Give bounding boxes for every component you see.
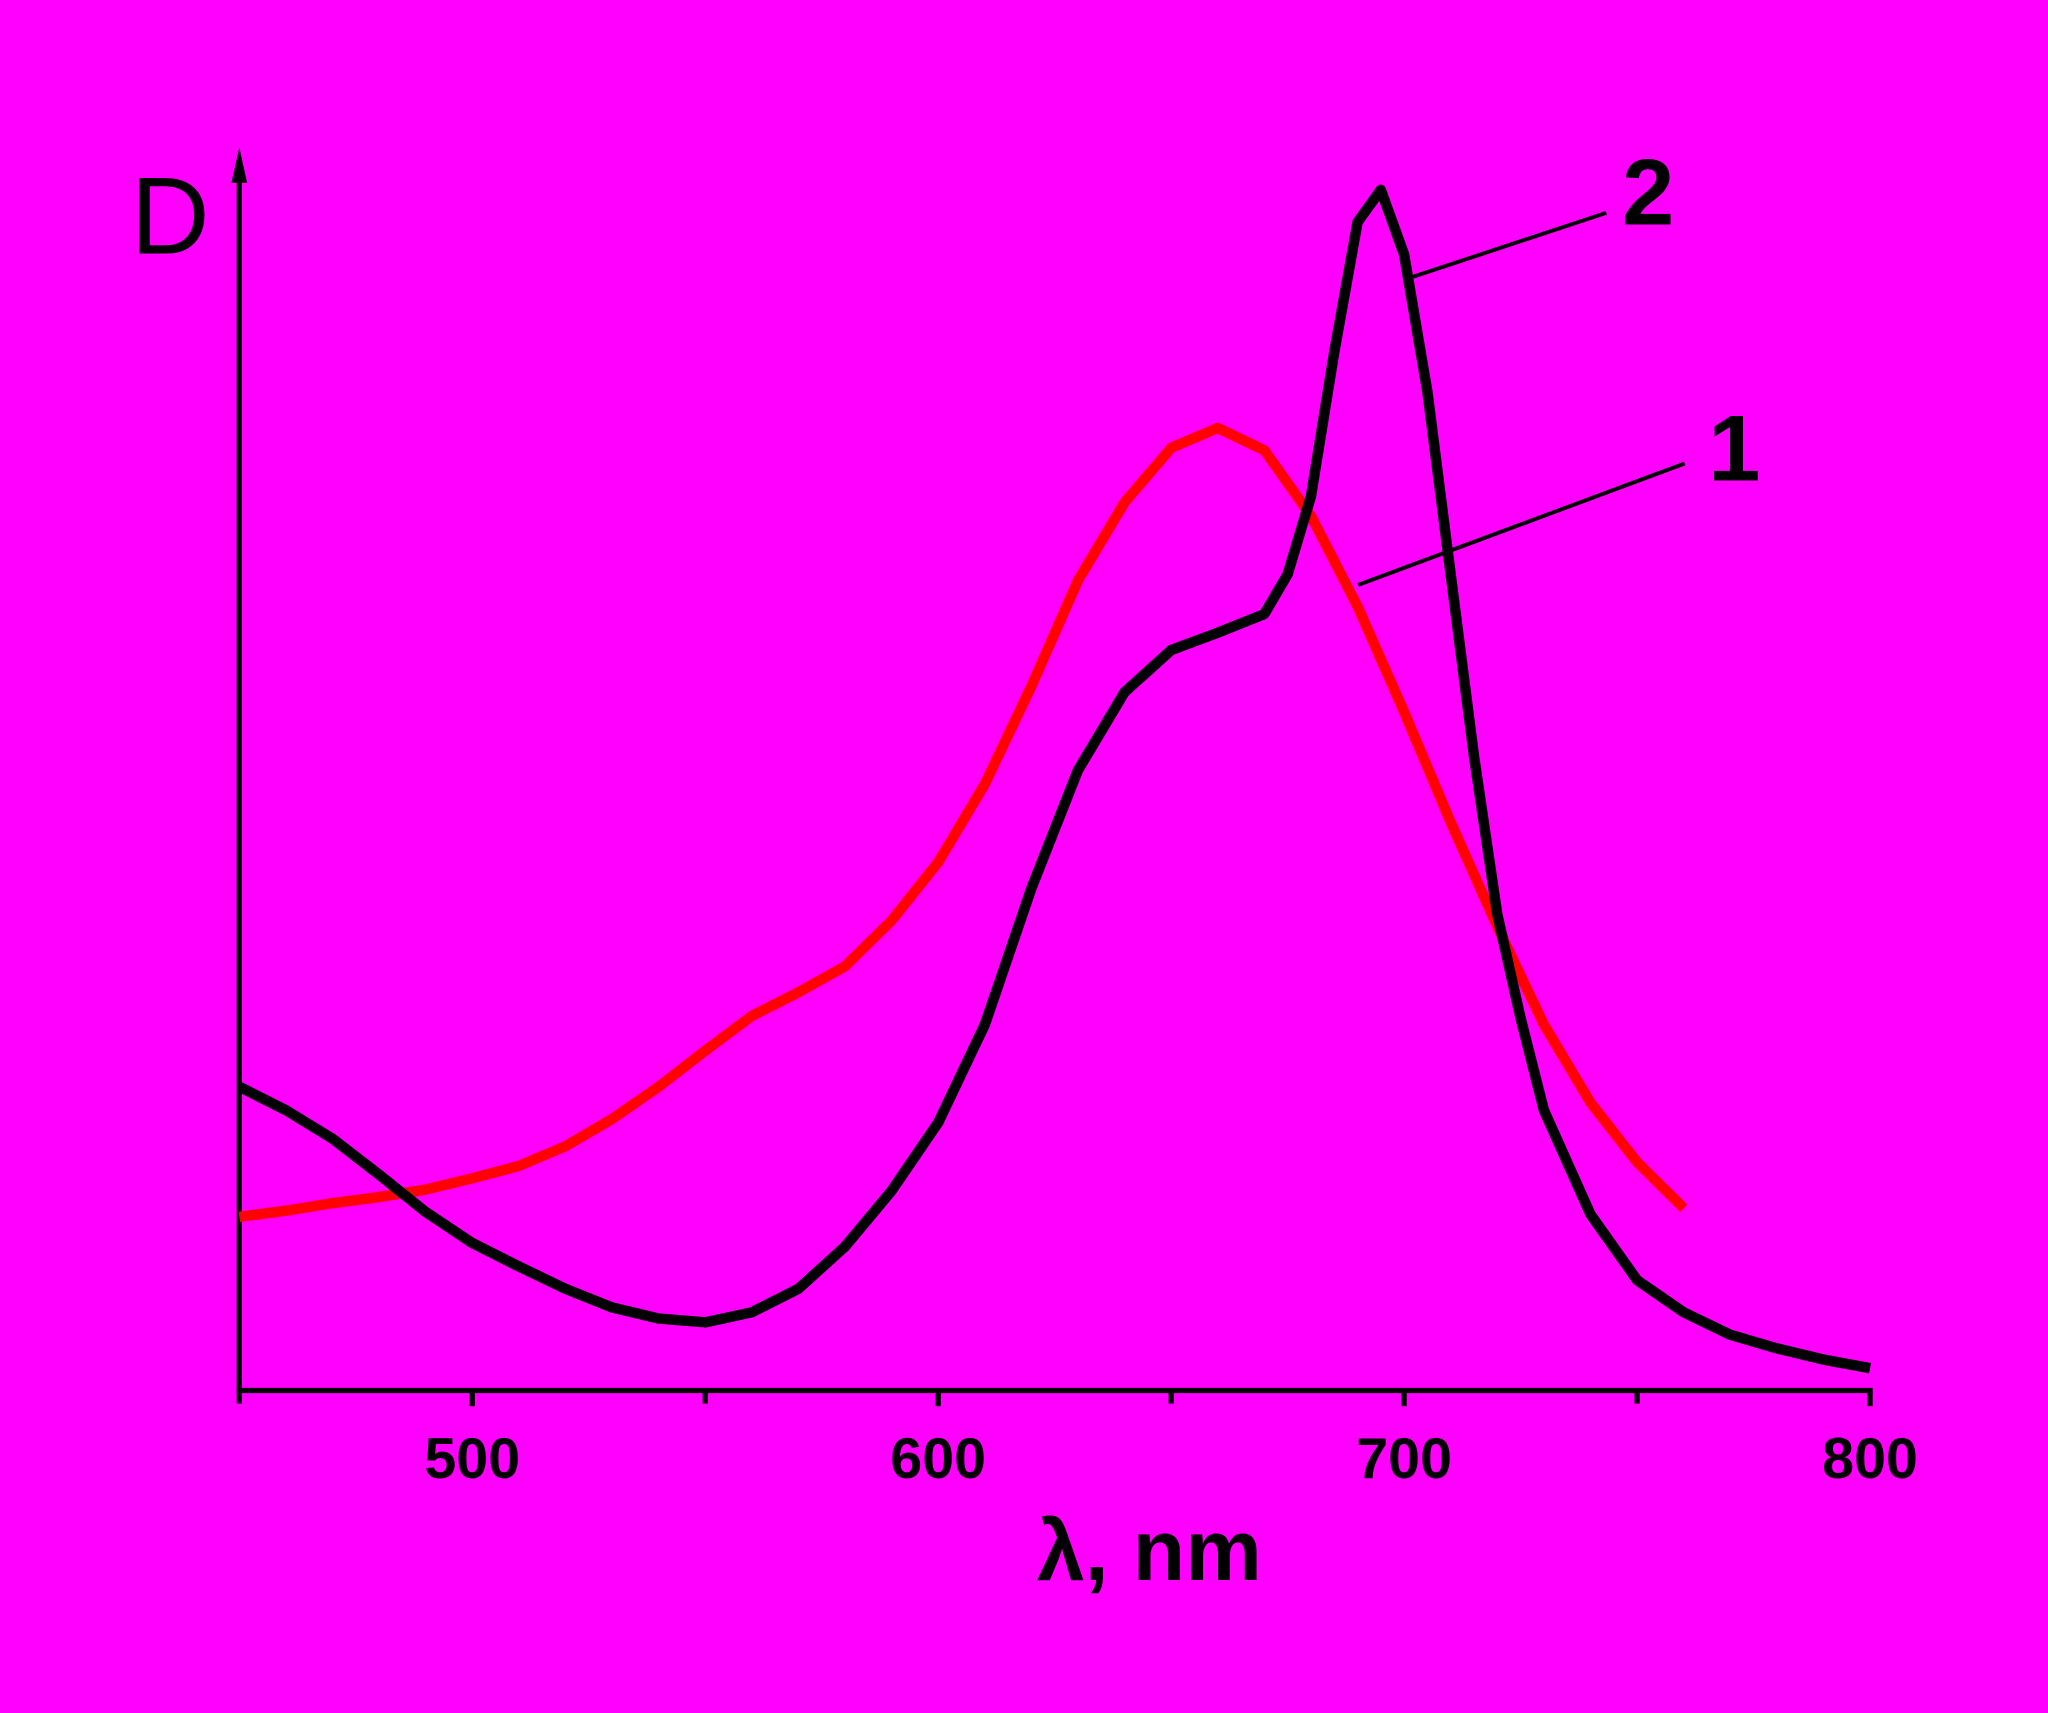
series-label: 2 [1622, 140, 1674, 245]
leader-line [1412, 210, 1607, 279]
leader-line [1357, 461, 1686, 587]
plot-area: 500 600 700 800 [236, 184, 1918, 1491]
x-tick-label: 600 [890, 1427, 986, 1491]
x-tick-label: 800 [1822, 1427, 1918, 1491]
series-line [236, 184, 1872, 1374]
x-tick-label: 500 [424, 1427, 520, 1491]
y-axis-arrow [231, 147, 248, 183]
x-tick-label: 700 [1356, 1427, 1452, 1491]
series-line [238, 422, 1688, 1223]
series-label: 1 [1708, 395, 1760, 500]
x-axis-label: λ, nm [1037, 1503, 1262, 1599]
y-axis-label: D [131, 155, 210, 277]
